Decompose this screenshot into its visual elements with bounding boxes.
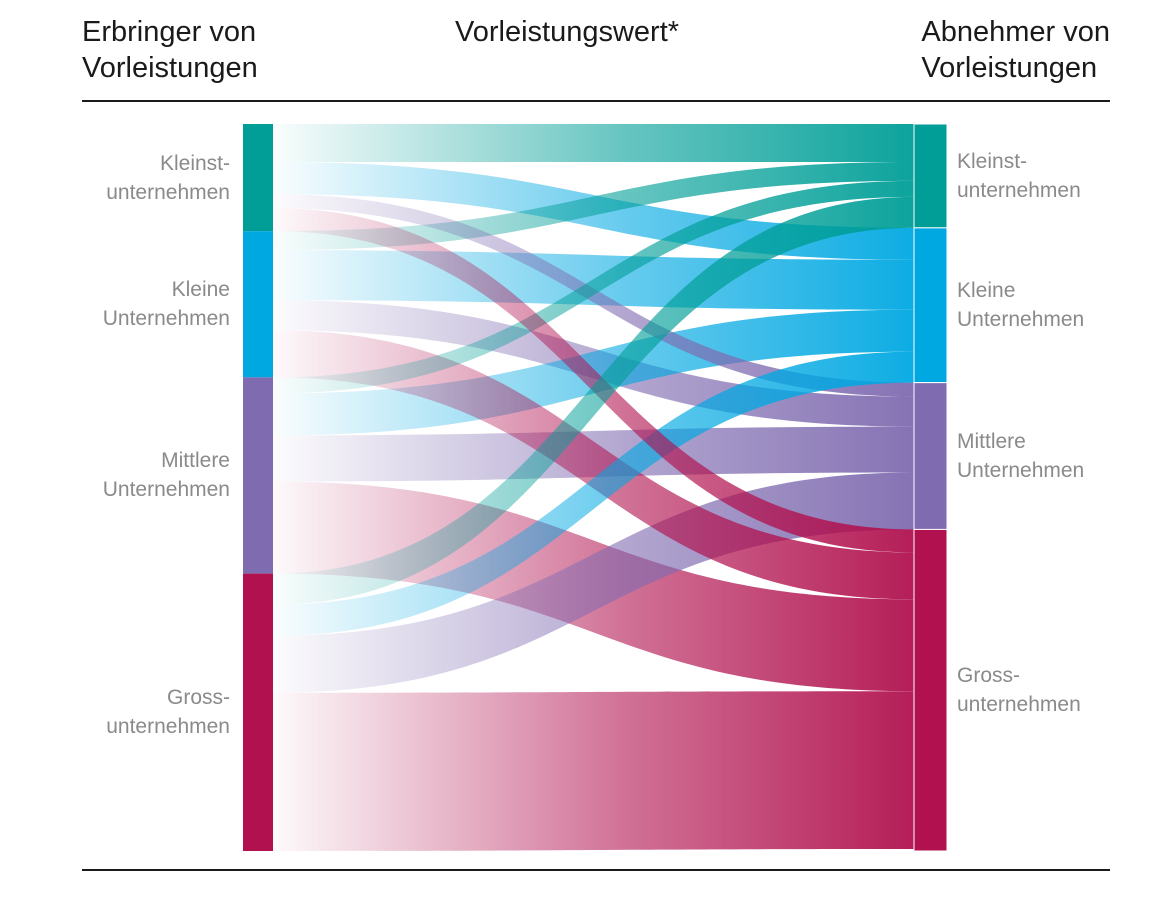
label-line: Kleinst- [957,150,1028,173]
flow-mittel-to-kleinst [273,180,914,394]
flow-kleinst-to-kleinst [273,124,914,163]
source-header-line-1: Erbringer von [82,16,257,48]
label-line: unternehmen [957,693,1081,716]
label-line: Mittlere [957,430,1026,453]
label-line: Unternehmen [957,459,1085,482]
flow-gross-to-gross [273,691,914,851]
target-label-gross: Gross-unternehmen [957,661,1081,719]
label-line: Unternehmen [102,307,230,330]
flow-klein-to-gross [273,330,914,600]
label-line: Gross- [167,686,230,709]
label-line: Mittlere [161,449,230,472]
flow-gross-to-mittel [273,472,914,693]
label-line: Unternehmen [102,478,230,501]
flow-klein-to-kleinst [273,161,914,251]
source-label-klein: Kleine Unternehmen [103,275,230,333]
flows-layer [273,124,914,851]
source-bar-klein [243,231,273,378]
source-label-mittel: Mittlere Unternehmen [103,446,230,504]
source-label-gross: Gross-unternehmen [106,683,230,741]
source-column-header: Erbringer von Vorleistungen [82,14,258,86]
flow-gross-to-kleinst [273,196,914,605]
source-bar-gross [243,573,273,851]
target-label-mittel: Mittlere Unternehmen [957,427,1084,485]
label-line: Kleine [171,278,230,301]
flow-kleinst-to-mittel [273,194,914,397]
label-line: unternehmen [957,179,1081,202]
source-bar-mittel [243,377,273,574]
source-header-line-2: Vorleistungen [82,52,258,84]
nodes-layer [243,123,948,852]
target-bar-klein [913,227,948,384]
flow-kleinst-to-gross [273,208,914,553]
top-divider [82,100,1110,102]
target-label-kleinst: Kleinst-unternehmen [957,147,1081,205]
value-header: Vorleistungswert* [455,16,680,48]
label-line: unternehmen [106,181,230,204]
target-column-header: Abnehmer von Vorleistungen [921,14,1110,86]
target-bar-mittel [913,382,948,530]
label-line: Unternehmen [957,308,1085,331]
target-label-klein: Kleine Unternehmen [957,276,1084,334]
label-line: Kleinst- [159,152,230,175]
source-label-kleinst: Kleinst-unternehmen [106,149,230,207]
target-bar-gross [913,528,948,852]
target-bar-kleinst [913,123,948,229]
flow-gross-to-klein [273,351,914,636]
label-line: unternehmen [106,715,230,738]
source-bar-kleinst [243,124,273,232]
bottom-divider [82,869,1110,871]
label-line: Kleine [957,279,1016,302]
target-header-line-2: Vorleistungen [921,52,1098,84]
target-header-line-1: Abnehmer von [921,16,1110,48]
label-line: Gross- [957,664,1020,687]
